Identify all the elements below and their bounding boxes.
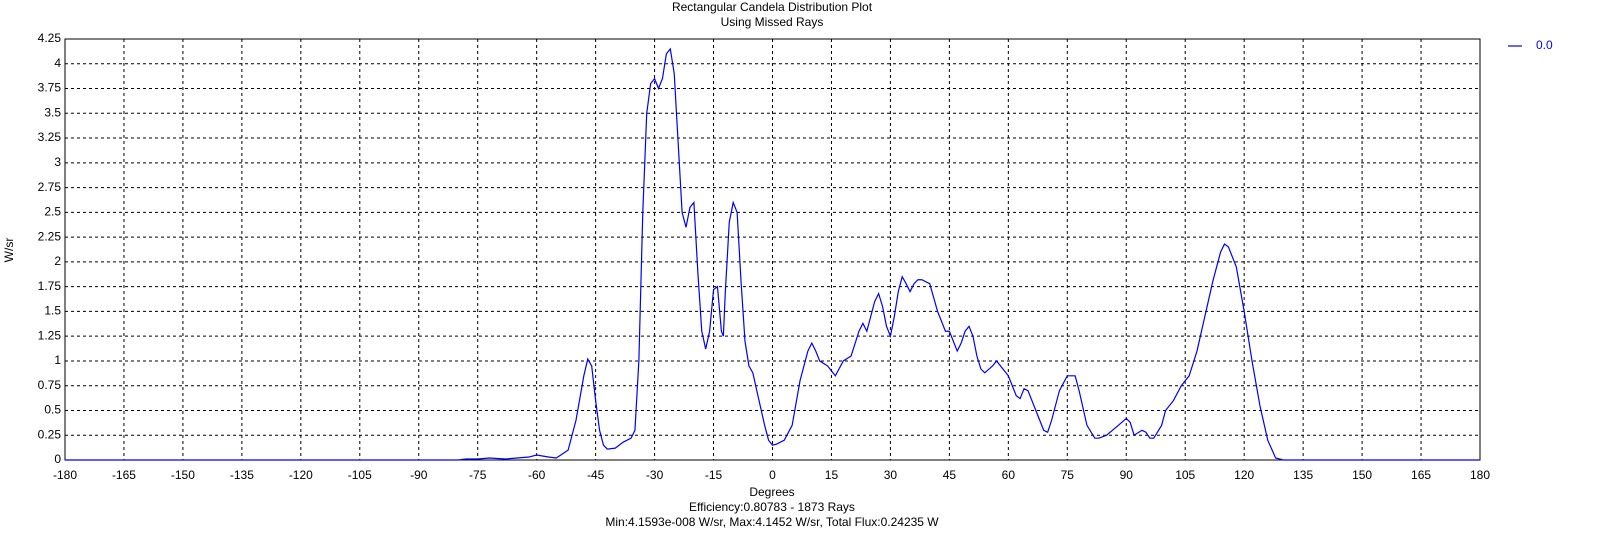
- plot-frame: [64, 38, 1481, 461]
- y-tick-label: 2.75: [38, 180, 62, 194]
- y-tick-label: 0.5: [44, 403, 61, 417]
- y-tick-label: 1: [54, 353, 61, 367]
- y-tick-label: 3: [54, 155, 61, 169]
- x-tick-label: -135: [230, 468, 254, 482]
- x-tick-label: 30: [884, 468, 898, 482]
- y-tick-label: 1.75: [38, 279, 62, 293]
- x-tick-label: -180: [53, 468, 77, 482]
- x-tick-label: -60: [528, 468, 546, 482]
- x-tick-label: 90: [1120, 468, 1134, 482]
- chart-title: Rectangular Candela Distribution Plot: [672, 0, 873, 14]
- x-tick-label: 105: [1175, 468, 1195, 482]
- y-tick-label: 0.25: [38, 427, 62, 441]
- x-tick-label: -15: [705, 468, 723, 482]
- y-tick-label: 4.25: [38, 31, 62, 45]
- x-tick-label: -30: [646, 468, 664, 482]
- y-tick-label: 4: [54, 56, 61, 70]
- y-tick-label: 2.5: [44, 205, 61, 219]
- annotation: Efficiency:0.80783 - 1873 Rays: [689, 500, 855, 514]
- annotation: Min:4.1593e-008 W/sr, Max:4.1452 W/sr, T…: [605, 515, 939, 529]
- y-tick-label: 3.5: [44, 105, 61, 119]
- x-tick-label: -90: [410, 468, 428, 482]
- x-tick-label: -165: [112, 468, 136, 482]
- x-tick-label: 180: [1470, 468, 1490, 482]
- x-tick-label: 75: [1061, 468, 1075, 482]
- y-tick-label: 1.25: [38, 328, 62, 342]
- y-tick-label: 2: [54, 254, 61, 268]
- y-tick-label: 0.75: [38, 378, 62, 392]
- x-axis-label: Degrees: [749, 485, 794, 499]
- y-axis-label: W/sr: [2, 238, 16, 263]
- y-tick-label: 2.25: [38, 229, 62, 243]
- x-tick-label: 135: [1293, 468, 1313, 482]
- x-tick-label: 60: [1002, 468, 1016, 482]
- x-tick-label: -45: [587, 468, 605, 482]
- y-tick-label: 0: [54, 452, 61, 466]
- x-tick-label: 45: [943, 468, 957, 482]
- x-tick-label: -105: [348, 468, 372, 482]
- y-tick-label: 1.5: [44, 304, 61, 318]
- x-tick-label: 150: [1352, 468, 1372, 482]
- x-tick-label: -120: [289, 468, 313, 482]
- y-tick-label: 3.25: [38, 130, 62, 144]
- x-tick-label: 165: [1411, 468, 1431, 482]
- data-line: [65, 47, 1480, 461]
- x-tick-label: 0: [769, 468, 776, 482]
- legend-label: 0.0: [1536, 38, 1553, 52]
- x-tick-label: -75: [469, 468, 487, 482]
- x-tick-label: 120: [1234, 468, 1254, 482]
- chart-subtitle: Using Missed Rays: [721, 15, 824, 29]
- x-tick-label: -150: [171, 468, 195, 482]
- y-tick-label: 3.75: [38, 81, 62, 95]
- x-tick-label: 15: [825, 468, 839, 482]
